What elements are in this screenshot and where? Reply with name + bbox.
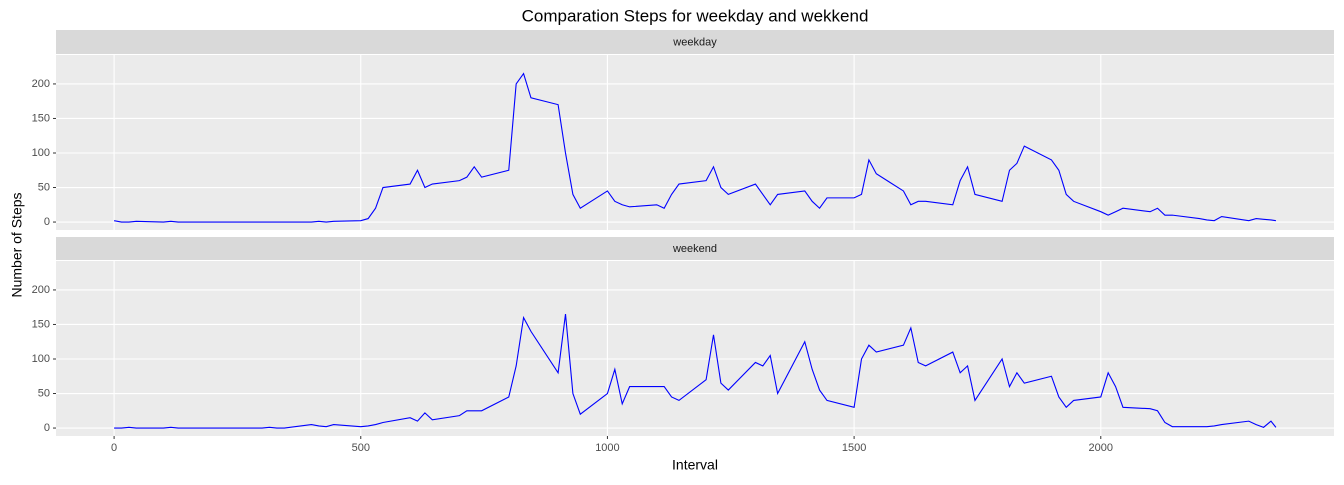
chart-title: Comparation Steps for weekday and wekken…: [522, 6, 869, 25]
y-tick-label: 200: [32, 78, 50, 90]
series-line: [114, 314, 1277, 429]
panel-background: [56, 261, 1334, 436]
y-tick-label: 50: [38, 181, 50, 193]
y-tick-label: 150: [32, 318, 50, 330]
strip-background: [56, 30, 1334, 54]
x-tick-label: 1000: [595, 442, 619, 454]
y-tick-label: 50: [38, 387, 50, 399]
strip-label: weekend: [672, 243, 717, 255]
x-tick-label: 1500: [842, 442, 866, 454]
series-line: [113, 72, 1276, 223]
y-tick-label: 100: [32, 353, 50, 365]
y-tick-label: 0: [44, 216, 50, 228]
y-tick-label: 200: [32, 284, 50, 296]
x-axis-label: Interval: [672, 457, 718, 473]
x-tick-label: 500: [352, 442, 370, 454]
y-tick-label: 100: [32, 147, 50, 159]
x-tick-label: 0: [111, 442, 117, 454]
y-tick-label: 150: [32, 112, 50, 124]
strip-label: weekday: [672, 36, 717, 48]
panel-background: [56, 55, 1334, 230]
x-tick-label: 2000: [1089, 442, 1113, 454]
y-tick-label: 0: [44, 422, 50, 434]
strip-background: [56, 237, 1334, 260]
y-axis-label: Number of Steps: [9, 192, 25, 297]
